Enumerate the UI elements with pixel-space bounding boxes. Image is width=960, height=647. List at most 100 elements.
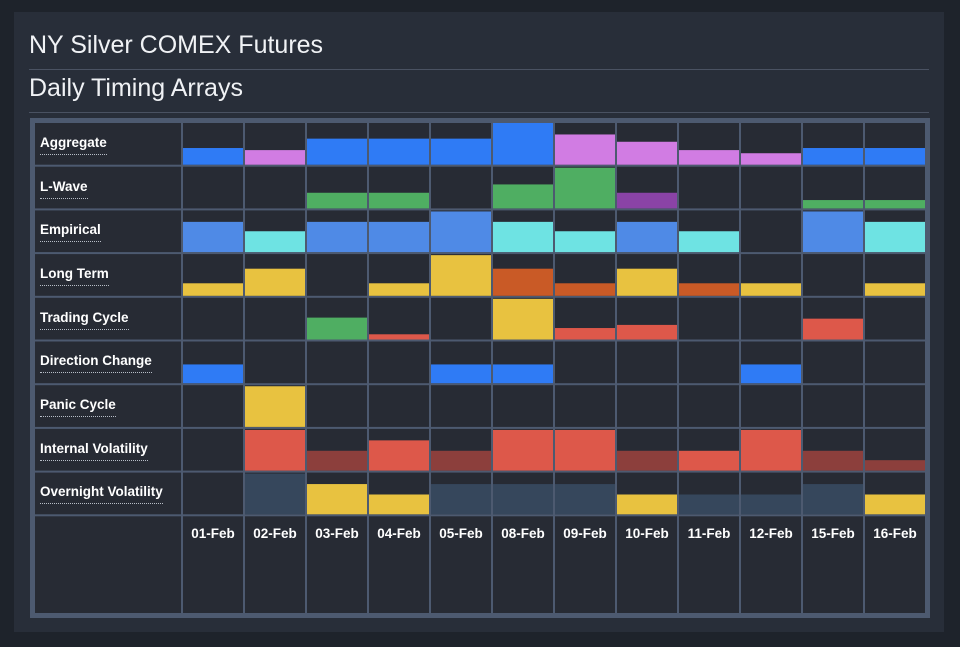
- bar-aggregate-09-feb: [555, 134, 615, 165]
- chart-subtitle: Daily Timing Arrays: [29, 74, 243, 102]
- x-tick-label-09-feb: 09-Feb: [563, 526, 607, 542]
- bar-internal-volatility-05-feb: [431, 450, 491, 471]
- cell-internal-volatility-01-feb: [183, 428, 243, 471]
- row-label-cell-empirical: [35, 210, 181, 253]
- x-tick-label-04-feb: 04-Feb: [377, 526, 421, 542]
- cell-panic-cycle-09-feb: [555, 385, 615, 427]
- footer-cell-15-feb: [803, 516, 863, 613]
- bar-aggregate-03-feb: [307, 138, 367, 165]
- bar-internal-volatility-03-feb: [307, 450, 367, 471]
- footer-cell-16-feb: [865, 516, 925, 613]
- bar-internal-volatility-09-feb: [555, 429, 615, 471]
- cell-direction-change-16-feb: [865, 341, 925, 384]
- bar-aggregate-08-feb: [493, 123, 553, 165]
- bar-empirical-04-feb: [369, 221, 429, 253]
- bar-l-wave-03-feb: [307, 192, 367, 209]
- bar-overnight-volatility-08-feb: [493, 484, 553, 515]
- cell-direction-change-15-feb: [803, 341, 863, 384]
- bar-trading-cycle-15-feb: [803, 318, 863, 340]
- bar-empirical-01-feb: [183, 221, 243, 253]
- bar-l-wave-10-feb: [617, 192, 677, 209]
- chart-panel: NY Silver COMEX Futures Daily Timing Arr…: [14, 12, 944, 632]
- footer-cell-01-feb: [183, 516, 243, 613]
- row-label-cell-overnight-volatility: [35, 472, 181, 515]
- bar-aggregate-15-feb: [803, 148, 863, 165]
- bar-internal-volatility-02-feb: [245, 429, 305, 471]
- bar-long-term-05-feb: [431, 255, 491, 296]
- cell-l-wave-01-feb: [183, 166, 243, 209]
- bar-l-wave-09-feb: [555, 167, 615, 209]
- bar-internal-volatility-16-feb: [865, 460, 925, 471]
- cell-trading-cycle-05-feb: [431, 297, 491, 340]
- row-label-panic-cycle: Panic Cycle: [40, 394, 116, 418]
- bar-l-wave-04-feb: [369, 192, 429, 209]
- bar-overnight-volatility-04-feb: [369, 494, 429, 515]
- row-label-cell-trading-cycle: [35, 297, 181, 340]
- x-tick-label-08-feb: 08-Feb: [501, 526, 545, 542]
- footer-cell-11-feb: [679, 516, 739, 613]
- cell-direction-change-10-feb: [617, 341, 677, 384]
- bar-overnight-volatility-16-feb: [865, 494, 925, 515]
- bar-aggregate-05-feb: [431, 138, 491, 165]
- bar-aggregate-04-feb: [369, 138, 429, 165]
- bar-long-term-12-feb: [741, 283, 801, 296]
- cell-panic-cycle-05-feb: [431, 385, 491, 427]
- bar-empirical-15-feb: [803, 211, 863, 253]
- title-divider: [29, 69, 929, 70]
- bar-aggregate-01-feb: [183, 148, 243, 165]
- cell-direction-change-03-feb: [307, 341, 367, 384]
- bar-internal-volatility-04-feb: [369, 440, 429, 471]
- bar-long-term-08-feb: [493, 268, 553, 296]
- bar-overnight-volatility-09-feb: [555, 484, 615, 515]
- cell-l-wave-11-feb: [679, 166, 739, 209]
- bar-empirical-16-feb: [865, 221, 925, 253]
- timing-array-svg: [35, 123, 925, 613]
- cell-empirical-12-feb: [741, 210, 801, 253]
- bar-empirical-05-feb: [431, 211, 491, 253]
- cell-direction-change-11-feb: [679, 341, 739, 384]
- page-title: NY Silver COMEX Futures: [29, 31, 324, 59]
- bar-aggregate-02-feb: [245, 150, 305, 165]
- row-label-long-term: Long Term: [40, 263, 109, 286]
- bar-aggregate-11-feb: [679, 150, 739, 165]
- row-label-cell-panic-cycle: [35, 385, 181, 427]
- x-tick-label-11-feb: 11-Feb: [687, 526, 731, 542]
- x-tick-label-12-feb: 12-Feb: [749, 526, 793, 542]
- bar-trading-cycle-03-feb: [307, 317, 367, 340]
- footer-cell-08-feb: [493, 516, 553, 613]
- bar-internal-volatility-08-feb: [493, 429, 553, 471]
- row-label-overnight-volatility: Overnight Volatility: [40, 481, 163, 505]
- row-label-cell-direction-change: [35, 341, 181, 384]
- footer-cell-02-feb: [245, 516, 305, 613]
- cell-direction-change-04-feb: [369, 341, 429, 384]
- bar-overnight-volatility-11-feb: [679, 494, 739, 515]
- row-label-empirical: Empirical: [40, 219, 101, 243]
- footer-cell-10-feb: [617, 516, 677, 613]
- bar-trading-cycle-04-feb: [369, 334, 429, 340]
- timing-array-grid: Aggregate L-Wave Empirical Long Term Trading…: [30, 118, 930, 618]
- cell-trading-cycle-04-feb: [369, 297, 429, 340]
- cell-direction-change-02-feb: [245, 341, 305, 384]
- bar-long-term-02-feb: [245, 268, 305, 296]
- bar-l-wave-15-feb: [803, 200, 863, 209]
- cell-overnight-volatility-01-feb: [183, 472, 243, 515]
- bar-long-term-09-feb: [555, 283, 615, 296]
- cell-l-wave-12-feb: [741, 166, 801, 209]
- row-label-l-wave: L-Wave: [40, 176, 88, 199]
- x-tick-label-01-feb: 01-Feb: [191, 526, 235, 542]
- bar-direction-change-05-feb: [431, 364, 491, 384]
- x-tick-label-05-feb: 05-Feb: [439, 526, 483, 542]
- cell-trading-cycle-02-feb: [245, 297, 305, 340]
- cell-trading-cycle-12-feb: [741, 297, 801, 340]
- bar-overnight-volatility-02-feb: [245, 473, 305, 515]
- cell-direction-change-09-feb: [555, 341, 615, 384]
- cell-l-wave-05-feb: [431, 166, 491, 209]
- bar-overnight-volatility-05-feb: [431, 484, 491, 515]
- cell-panic-cycle-15-feb: [803, 385, 863, 427]
- bar-l-wave-08-feb: [493, 184, 553, 209]
- cell-panic-cycle-03-feb: [307, 385, 367, 427]
- bar-aggregate-10-feb: [617, 141, 677, 165]
- bar-empirical-03-feb: [307, 221, 367, 253]
- cell-long-term-15-feb: [803, 254, 863, 296]
- cell-panic-cycle-01-feb: [183, 385, 243, 427]
